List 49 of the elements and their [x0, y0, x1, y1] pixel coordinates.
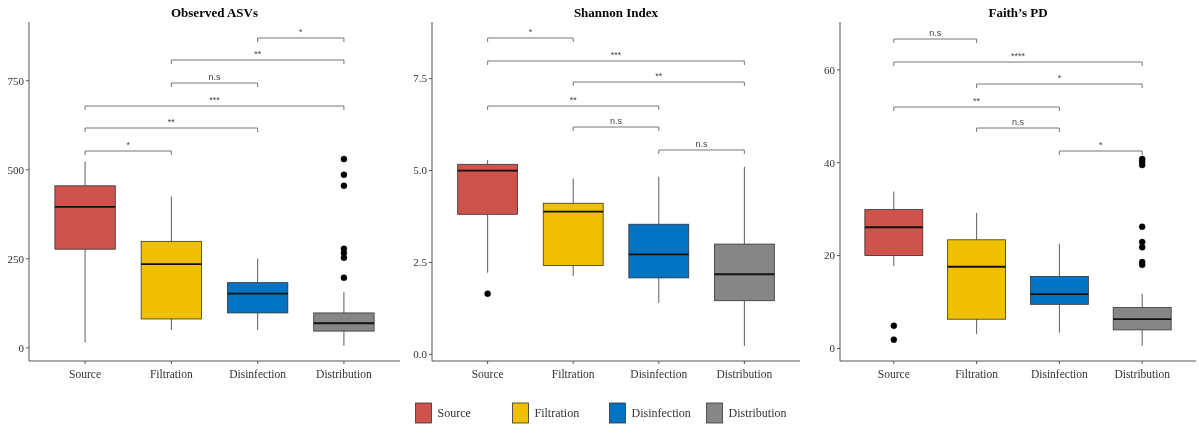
y-tick-label: 2.5 [413, 256, 428, 269]
category-label: Distribution [728, 406, 787, 421]
annotation: ** [569, 95, 578, 105]
annotation: n.s [1011, 117, 1025, 127]
y-tick-label: 0 [18, 341, 25, 354]
annotation: **** [1010, 51, 1026, 61]
x-tick-label: Disinfection [229, 368, 287, 380]
chart-title: Shannon Index [573, 5, 659, 20]
x-tick-label: Disinfection [630, 368, 688, 380]
annotation: n.s [208, 72, 221, 82]
category-label: Source [437, 406, 471, 421]
category-label: Disinfection [631, 406, 691, 421]
y-tick-label: 20 [824, 249, 836, 262]
y-tick-label: 40 [824, 156, 836, 169]
x-tick-label: Distribution [716, 368, 773, 380]
annotation: ** [167, 117, 176, 127]
annotation: n.s [609, 116, 623, 126]
y-tick-label: 0.0 [413, 348, 428, 361]
annotation: * [1057, 73, 1062, 83]
annotation: * [1099, 140, 1104, 150]
x-tick-label: Filtration [149, 368, 194, 380]
annotation: ** [973, 96, 981, 106]
x-tick-label: Distribution [1114, 368, 1171, 380]
annotation: ** [254, 49, 262, 59]
y-tick-label: 0 [829, 342, 836, 355]
x-tick-label: Filtration [551, 368, 595, 380]
annotation: *** [610, 50, 622, 60]
y-tick-label: 5.0 [413, 164, 428, 177]
x-tick-label: Source [69, 368, 102, 380]
annotation: * [126, 140, 131, 150]
annotation: *** [209, 95, 221, 105]
x-tick-label: Disinfection [1030, 368, 1089, 380]
y-tick-label: 500 [7, 163, 25, 176]
annotation: n.s [695, 139, 709, 149]
annotation: n.s [929, 28, 942, 38]
y-tick-label: 250 [7, 252, 25, 265]
y-tick-label: 750 [7, 74, 25, 87]
annotation: * [528, 27, 533, 37]
x-tick-label: Filtration [955, 368, 999, 380]
y-tick-label: 60 [824, 63, 836, 76]
x-tick-label: Source [471, 368, 504, 380]
annotation: ** [655, 71, 663, 81]
category-label: Filtration [534, 406, 580, 421]
y-tick-label: 7.5 [413, 72, 428, 85]
x-tick-label: Source [877, 368, 910, 380]
chart-title: Observed ASVs [170, 5, 259, 20]
annotation: * [299, 27, 304, 37]
x-tick-label: Distribution [316, 368, 372, 380]
chart-title: Faith’s PD [988, 5, 1048, 20]
